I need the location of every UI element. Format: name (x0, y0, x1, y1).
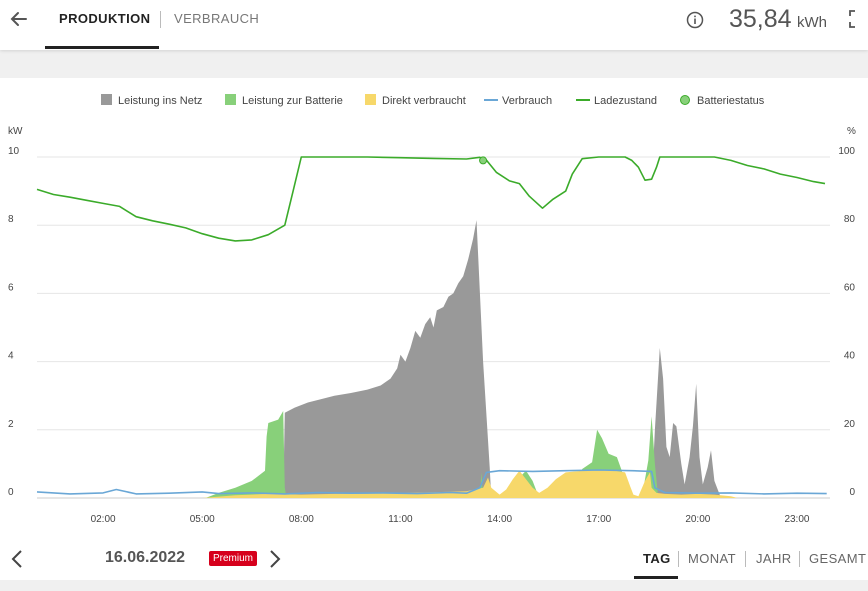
area-direkt-verbraucht (202, 470, 738, 498)
tab-produktion[interactable]: PRODUKTION (59, 11, 151, 26)
premium-badge: Premium (209, 551, 258, 566)
y-right-tick: 20 (844, 419, 856, 430)
x-tick: 17:00 (586, 514, 611, 525)
y-right-tick: 100 (838, 146, 855, 157)
legend-label: Verbrauch (502, 95, 552, 107)
y-left-tick: 10 (8, 146, 20, 157)
chart-legend: Leistung ins Netz Leistung zur Batterie Di… (101, 94, 765, 107)
y-right-axis-label: % (847, 126, 856, 137)
selected-date[interactable]: 16.06.2022 (105, 549, 186, 566)
legend-label: Leistung zur Batterie (242, 95, 343, 107)
y-right-tick: 60 (844, 282, 856, 293)
y-right-tick: 40 (844, 351, 856, 362)
legend-swatch (225, 94, 236, 105)
period-separator (745, 551, 746, 567)
y-right-tick: 0 (849, 487, 855, 498)
previous-day-icon[interactable] (8, 548, 26, 570)
y-left-tick: 6 (8, 282, 14, 293)
chart-lines (36, 156, 827, 495)
y-left-axis-label: kW (8, 126, 23, 137)
battery-status-marker (479, 156, 488, 165)
legend-swatch (365, 94, 376, 105)
y-left-tick: 2 (8, 419, 14, 430)
chart-areas (202, 220, 738, 498)
x-tick: 05:00 (190, 514, 215, 525)
fullscreen-icon[interactable] (848, 9, 868, 29)
period-jahr[interactable]: JAHR (756, 551, 792, 566)
x-tick: 11:00 (388, 514, 413, 525)
back-arrow-icon[interactable] (8, 8, 30, 30)
y-left-tick: 0 (8, 487, 14, 498)
x-tick: 08:00 (289, 514, 314, 525)
x-tick: 14:00 (487, 514, 512, 525)
period-separator (799, 551, 800, 567)
y-left-tick: 8 (8, 214, 14, 225)
production-chart: Leistung ins Netz Leistung zur Batterie Di… (8, 94, 856, 525)
legend-swatch (680, 95, 690, 105)
legend-swatch (101, 94, 112, 105)
info-icon[interactable] (686, 11, 704, 29)
x-tick: 20:00 (685, 514, 710, 525)
period-separator (678, 551, 679, 567)
total-energy-unit: kWh (797, 14, 827, 31)
line-verbrauch (36, 469, 827, 495)
legend-label: Ladezustand (594, 95, 657, 107)
y-left-tick: 4 (8, 351, 14, 362)
tab-separator (160, 11, 161, 28)
date-navigation-bar (0, 537, 868, 580)
period-tag[interactable]: TAG (643, 551, 671, 566)
y-right-tick: 80 (844, 214, 856, 225)
legend-label: Batteriestatus (697, 95, 765, 107)
area-leistung-ins-netz (283, 220, 721, 498)
line-ladezustand (36, 156, 826, 242)
total-energy-value: 35,84 (729, 5, 792, 33)
legend-label: Direkt verbraucht (382, 95, 466, 107)
legend-label: Leistung ins Netz (118, 95, 202, 107)
tab-verbrauch[interactable]: VERBRAUCH (174, 11, 260, 26)
period-gesamt[interactable]: GESAMT (809, 551, 867, 566)
x-tick: 02:00 (91, 514, 116, 525)
active-tab-indicator (45, 46, 159, 49)
next-day-icon[interactable] (266, 548, 284, 570)
x-tick: 23:00 (784, 514, 809, 525)
top-bar (0, 0, 868, 50)
period-monat[interactable]: MONAT (688, 551, 736, 566)
active-period-indicator (634, 576, 678, 579)
